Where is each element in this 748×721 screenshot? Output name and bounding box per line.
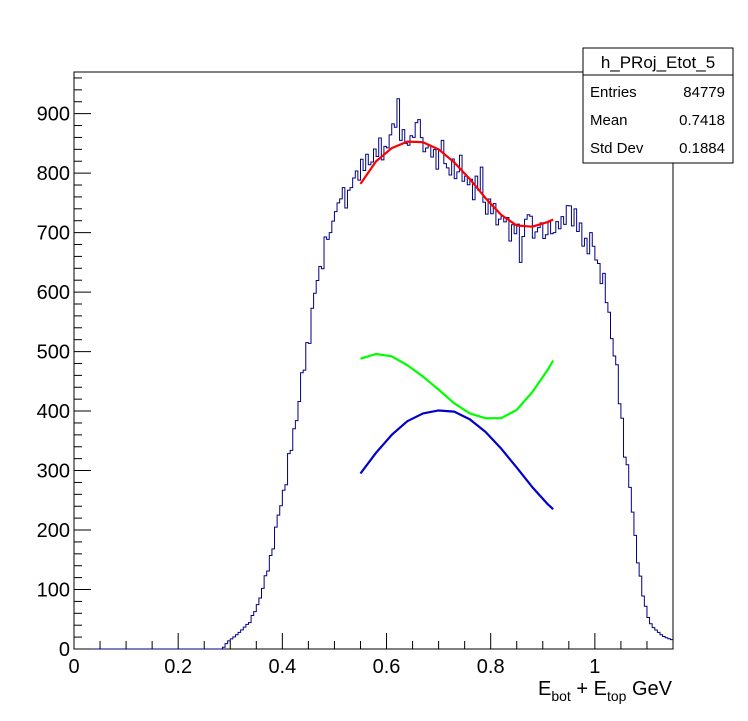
fit-curve-2: [359, 409, 554, 511]
x-axis-title-part: E: [538, 678, 551, 700]
stats-mean-label: Mean: [590, 112, 628, 129]
histogram-line: [74, 98, 673, 650]
fit-curve-0: [359, 140, 554, 228]
histogram-layer: [74, 98, 673, 650]
fit-curve-1: [360, 352, 555, 420]
fit-curves-layer: [359, 140, 555, 511]
y-tick-label: 200: [37, 520, 70, 542]
x-axis-title-sub: top: [607, 688, 627, 704]
x-axis-title-sub: bot: [551, 688, 571, 704]
y-tick-label: 600: [37, 282, 70, 304]
y-axis-ticks: 0 100 200 300 400 500 600 700 800 900: [37, 77, 91, 661]
plot-frame: [73, 71, 674, 650]
x-axis-ticks: 0 0.2 0.4 0.6 0.8 1: [68, 633, 674, 678]
y-tick-label: 400: [37, 401, 70, 423]
x-tick-label: 0: [68, 656, 79, 678]
stats-box: h_PRoj_Etot_5 Entries 84779 Mean 0.7418 …: [582, 47, 734, 164]
y-tick-label: 800: [37, 163, 70, 185]
y-tick-label: 0: [59, 639, 70, 661]
x-axis-title: Ebot + Etop GeV: [538, 678, 673, 704]
x-axis-title-part: GeV: [626, 678, 672, 700]
stats-title: h_PRoj_Etot_5: [601, 53, 715, 72]
stats-mean-value: 0.7418: [679, 112, 725, 129]
stats-stddev-label: Std Dev: [590, 140, 644, 157]
stats-stddev-value: 0.1884: [679, 140, 725, 157]
y-tick-label: 100: [37, 580, 70, 602]
x-axis-title-part: + E: [571, 678, 607, 700]
x-tick-label: 0.2: [164, 656, 192, 678]
stats-entries-label: Entries: [590, 84, 637, 101]
y-tick-label: 500: [37, 342, 70, 364]
x-tick-label: 0.6: [373, 656, 401, 678]
x-tick-label: 0.8: [477, 656, 505, 678]
y-tick-label: 700: [37, 223, 70, 245]
y-tick-label: 900: [37, 104, 70, 126]
x-tick-label: 0.4: [268, 656, 296, 678]
x-tick-label: 1: [589, 656, 600, 678]
stats-entries-value: 84779: [683, 84, 725, 101]
stats-box-frame: [582, 47, 734, 164]
y-tick-label: 300: [37, 461, 70, 483]
